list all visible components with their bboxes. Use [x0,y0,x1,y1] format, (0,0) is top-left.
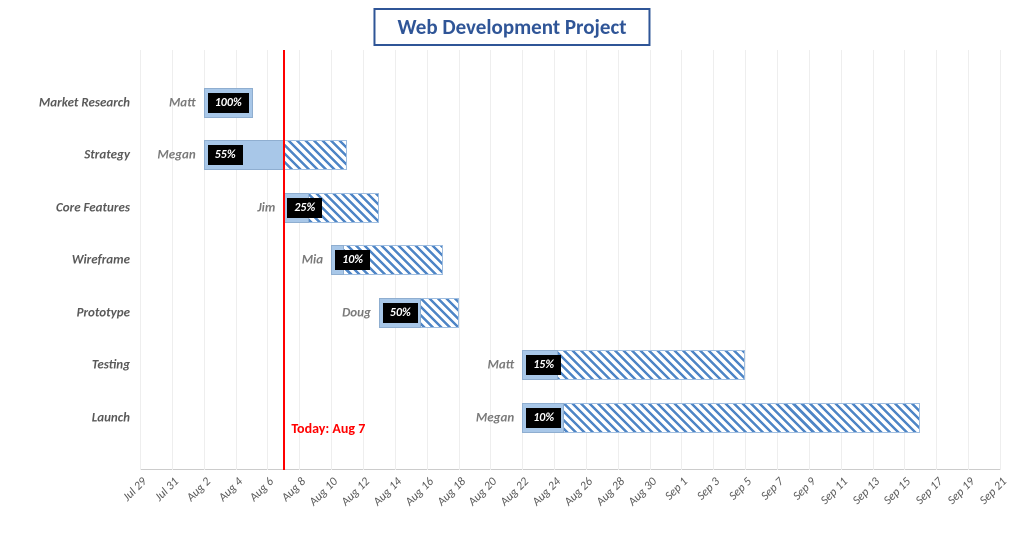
x-tick-label: Sep 13 [850,475,883,508]
gridline [459,50,460,470]
gridline [140,50,141,470]
gridline [299,50,300,470]
x-tick-label: Sep 5 [727,475,755,503]
x-tick-label: Sep 3 [695,475,723,503]
task-bar: 50%Doug [379,298,459,328]
task-bar: 100%Matt [204,88,252,118]
x-tick-label: Sep 17 [914,475,947,508]
task-assignee: Jim [257,200,283,215]
chart-title: Web Development Project [397,14,626,40]
task-percent-badge: 55% [208,145,243,165]
task-bar: 25%Jim [283,193,379,223]
today-label: Today: Aug 7 [291,420,365,437]
x-tick-label: Aug 30 [625,475,659,509]
x-tick-label: Aug 12 [339,475,373,509]
task-bar: 10%Megan [522,403,920,433]
x-tick-label: Sep 9 [790,475,818,503]
task-label: Prototype [0,305,130,320]
task-assignee: Megan [476,410,522,425]
gridline [936,50,937,470]
task-label: Market Research [0,95,130,110]
x-tick-label: Sep 1 [663,475,691,503]
task-percent-badge: 25% [287,198,322,218]
task-assignee: Matt [487,358,522,373]
gridline [968,50,969,470]
x-tick-label: Aug 22 [498,475,532,509]
x-tick-label: Aug 18 [434,475,468,509]
task-bar: 10%Mia [331,245,442,275]
x-tick-label: Sep 15 [882,475,915,508]
gridline [172,50,173,470]
gridline [1000,50,1001,470]
gridline [267,50,268,470]
task-percent-badge: 15% [526,355,561,375]
x-tick-label: Sep 21 [977,475,1010,508]
x-tick-label: Sep 11 [818,475,851,508]
plot-area: Jul 29Jul 31Aug 2Aug 4Aug 6Aug 8Aug 10Au… [140,50,1000,470]
task-label: Wireframe [0,253,130,268]
task-percent-badge: 50% [383,303,418,323]
task-bar-remaining [522,403,920,433]
task-bar: 55%Megan [204,140,347,170]
task-assignee: Matt [169,95,204,110]
task-bar: 15%Matt [522,350,745,380]
x-tick-label: Aug 28 [594,475,628,509]
gantt-chart: Jul 29Jul 31Aug 2Aug 4Aug 6Aug 8Aug 10Au… [0,50,1024,510]
gridline [490,50,491,470]
task-assignee: Mia [302,253,331,268]
x-tick-label: Aug 2 [184,475,214,505]
x-tick-label: Aug 20 [466,475,500,509]
x-tick-label: Aug 14 [371,475,405,509]
task-percent-badge: 100% [208,93,249,113]
x-tick-label: Aug 26 [562,475,596,509]
x-tick-label: Sep 19 [945,475,978,508]
task-percent-badge: 10% [526,408,561,428]
task-label: Core Features [0,200,130,215]
x-tick-label: Aug 4 [216,475,246,505]
x-tick-label: Jul 31 [152,475,181,504]
x-axis-line [140,469,1000,470]
task-label: Launch [0,410,130,425]
x-tick-label: Aug 10 [307,475,341,509]
task-percent-badge: 10% [335,250,370,270]
x-tick-label: Aug 8 [279,475,309,505]
x-tick-label: Jul 29 [120,475,149,504]
today-line [283,50,285,470]
x-tick-label: Aug 16 [402,475,436,509]
task-label: Strategy [0,148,130,163]
x-tick-label: Aug 6 [248,475,278,505]
task-assignee: Doug [342,305,379,320]
task-assignee: Megan [157,148,203,163]
x-tick-label: Aug 24 [530,475,564,509]
chart-title-box: Web Development Project [373,8,650,46]
x-tick-label: Sep 7 [759,475,787,503]
task-label: Testing [0,358,130,373]
